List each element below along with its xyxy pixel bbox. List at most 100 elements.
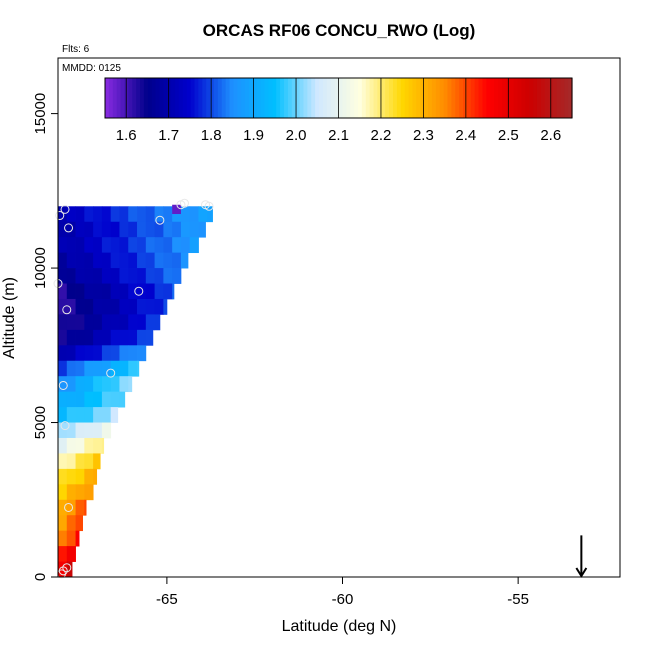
heatmap-cell: [58, 437, 68, 454]
observation-point: [179, 198, 189, 208]
heatmap-cell: [66, 376, 76, 393]
colorbar-segment: [428, 78, 433, 118]
colorbar-segment: [264, 78, 270, 118]
heatmap-cell: [119, 237, 129, 254]
heatmap-cell: [58, 329, 68, 346]
heatmap-cell: [119, 329, 129, 346]
heatmap-cell: [110, 206, 120, 223]
heatmap-cell: [163, 252, 173, 269]
observation-point: [60, 421, 70, 431]
x-axis: -65 -60 -55: [156, 577, 529, 608]
heatmap-cell: [110, 298, 120, 315]
x-axis-label: Latitude (deg N): [282, 618, 397, 635]
heatmap-cell: [84, 391, 94, 408]
colorbar-segment: [431, 78, 437, 118]
colorbar-segment: [190, 78, 196, 118]
heatmap-cell: [101, 237, 112, 254]
heatmap-cell: [137, 221, 147, 238]
colorbar-segment: [175, 78, 180, 118]
colorbar-segment: [443, 78, 449, 118]
colorbar-segment: [140, 78, 145, 118]
heatmap-cell: [119, 391, 126, 408]
colorbar-segment: [233, 78, 238, 118]
heatmap-cell: [163, 237, 173, 254]
heatmap-cell: [145, 314, 155, 331]
flights-label: Flts: 6: [62, 44, 90, 55]
colorbar-ticks: 1.6 1.7 1.8 1.9 2.0 2.1 2.2 2.3 2.4 2.5 2.6: [116, 78, 561, 144]
colorbar-segment: [268, 78, 273, 118]
heatmap-cell: [58, 391, 68, 408]
heatmap-cell: [119, 206, 129, 223]
heatmap-cell: [66, 221, 76, 238]
heatmap-cell: [154, 283, 164, 300]
heatmap-cell: [128, 298, 138, 315]
colorbar-segment: [171, 78, 176, 118]
heatmap-cell: [93, 391, 103, 408]
heatmap-cell: [66, 484, 76, 501]
heatmap-cell: [189, 206, 199, 223]
heatmap-cell: [58, 561, 68, 578]
y-tick-label: 0: [32, 573, 49, 581]
heatmap-cell: [93, 453, 101, 470]
plot-frame: [57, 57, 621, 578]
heatmap-cell: [66, 530, 76, 547]
heatmap-cell: [93, 407, 103, 423]
heatmap-cell: [198, 221, 206, 238]
heatmap-cell: [110, 376, 120, 393]
heatmap-cell: [75, 499, 85, 516]
heatmap-cell: [66, 237, 76, 254]
heatmap-cell: [154, 206, 164, 223]
colorbar-segment: [252, 78, 258, 118]
heatmap-cell: [101, 298, 112, 315]
colorbar-segment: [369, 78, 375, 118]
heatmap-cell: [198, 206, 208, 223]
heatmap-cell: [93, 437, 103, 454]
heatmap-cell: [137, 237, 147, 254]
heatmap-cell: [128, 283, 138, 300]
colorbar-segment: [556, 78, 561, 118]
colorbar-segment: [490, 78, 495, 118]
heatmap-cell: [66, 561, 73, 578]
heatmap-cell: [128, 252, 138, 269]
heatmap-cell: [207, 206, 213, 223]
heatmap-cell: [58, 499, 68, 516]
heatmap-cell: [66, 252, 76, 269]
heatmap-cell: [145, 206, 155, 223]
heatmap-cell: [180, 237, 191, 254]
heatmap-cell: [110, 237, 120, 254]
heatmap-cell: [75, 437, 85, 454]
heatmap-cell: [84, 314, 94, 331]
colorbar-segment: [525, 78, 530, 118]
colorbar-segment: [248, 78, 254, 118]
heatmap-cells: [58, 204, 213, 578]
heatmap-cell: [101, 252, 112, 269]
heatmap-cell: [58, 376, 68, 393]
colorbar-segment: [245, 78, 250, 118]
heatmap-cell: [119, 314, 129, 331]
heatmap-cell: [128, 376, 133, 393]
heatmap-cell: [172, 252, 182, 269]
heatmap-cell: [101, 221, 112, 238]
heatmap-cell: [128, 345, 138, 362]
heatmap-cell: [163, 298, 168, 315]
heatmap-cell: [84, 329, 94, 346]
heatmap-cell: [84, 499, 87, 516]
heatmap-cell: [58, 283, 68, 300]
colorbar-segment: [210, 78, 215, 118]
arrow-head: [575, 567, 588, 578]
heatmap-cell: [101, 422, 112, 439]
colorbar-segment: [132, 78, 137, 118]
colorbar-tick-label: 2.3: [413, 127, 434, 144]
colorbar-segment: [112, 78, 118, 118]
heatmap-cell: [119, 298, 129, 315]
heatmap-cell: [101, 391, 112, 408]
heatmap-cell: [172, 206, 182, 223]
heatmap-cell: [110, 221, 120, 238]
colorbar-segment: [108, 78, 114, 118]
heatmap-cell: [84, 283, 94, 300]
heatmap-cell: [75, 530, 80, 547]
heatmap-cell: [180, 221, 191, 238]
colorbar-segment: [326, 78, 332, 118]
colorbar-segment: [303, 78, 308, 118]
heatmap-cell: [66, 422, 76, 439]
